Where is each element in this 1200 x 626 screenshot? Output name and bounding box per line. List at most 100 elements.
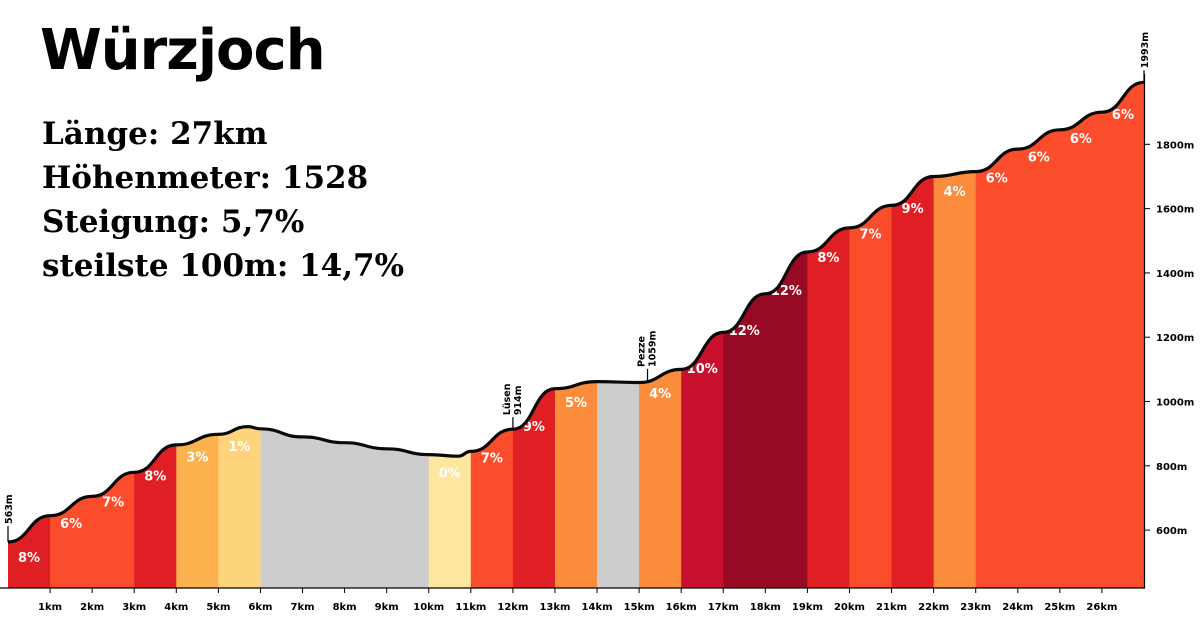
poi-name: Pezze bbox=[637, 336, 648, 367]
poi-elevation: 1059m bbox=[648, 331, 659, 367]
x-tick-label: 4km bbox=[164, 602, 188, 613]
grade-segment bbox=[344, 82, 388, 588]
page-title: Würzjoch bbox=[40, 18, 326, 83]
stat-label: Steigung bbox=[42, 204, 199, 240]
grade-segment bbox=[933, 82, 977, 588]
stat-value: 5,7% bbox=[220, 204, 305, 240]
grade-segment bbox=[428, 82, 472, 588]
grade-label: 9% bbox=[902, 202, 924, 217]
grade-label: 12% bbox=[729, 324, 760, 339]
grade-segment bbox=[1101, 82, 1144, 588]
y-tick-label: 600m bbox=[1156, 526, 1187, 537]
grade-segment bbox=[50, 82, 93, 588]
grade-segment bbox=[512, 82, 556, 588]
grade-segment bbox=[891, 82, 935, 588]
stat-steepest: steilste 100m: 14,7% bbox=[42, 248, 405, 284]
grade-segment bbox=[554, 82, 598, 588]
x-tick-label: 21km bbox=[876, 602, 907, 613]
grade-segment bbox=[765, 82, 808, 588]
grade-segment bbox=[1017, 82, 1061, 588]
grade-label: 3% bbox=[186, 451, 208, 466]
stat-elevation-gain: Höhenmeter: 1528 bbox=[42, 160, 369, 196]
stat-label: Höhenmeter bbox=[42, 160, 260, 196]
grade-label: 8% bbox=[144, 470, 166, 485]
y-tick-label: 1200m bbox=[1156, 333, 1194, 344]
x-tick-label: 26km bbox=[1086, 602, 1117, 613]
x-tick-label: 22km bbox=[918, 602, 949, 613]
x-tick-label: 3km bbox=[122, 602, 146, 613]
grade-label: 9% bbox=[523, 420, 545, 435]
x-tick-label: 11km bbox=[455, 602, 486, 613]
stat-value: 27km bbox=[170, 116, 268, 152]
grade-segment bbox=[470, 82, 514, 588]
elevation-line bbox=[7, 80, 1145, 544]
poi-elevation: 914m bbox=[513, 385, 524, 415]
stat-gradient: Steigung: 5,7% bbox=[42, 204, 305, 240]
grade-segment bbox=[386, 82, 430, 588]
y-tick-label: 1800m bbox=[1156, 140, 1194, 151]
grade-label: 10% bbox=[687, 362, 718, 377]
grade-label: 8% bbox=[18, 551, 40, 566]
x-tick-label: 10km bbox=[413, 602, 444, 613]
x-tick-label: 23km bbox=[960, 602, 991, 613]
grade-label: 4% bbox=[649, 387, 671, 402]
grade-segment bbox=[639, 82, 682, 588]
x-tick-label: 20km bbox=[834, 602, 865, 613]
y-tick-label: 1400m bbox=[1156, 269, 1194, 280]
x-tick-label: 15km bbox=[624, 602, 655, 613]
grade-segment bbox=[681, 82, 724, 588]
x-tick-label: 16km bbox=[666, 602, 697, 613]
grade-label: 6% bbox=[1028, 150, 1050, 165]
start-elevation-label: 563m bbox=[4, 494, 15, 524]
grade-label: 7% bbox=[102, 495, 124, 510]
y-tick-label: 800m bbox=[1156, 462, 1187, 473]
summit-elevation-label: 1993m bbox=[1140, 32, 1151, 68]
x-tick-label: 19km bbox=[792, 602, 823, 613]
grade-label: 6% bbox=[1112, 108, 1134, 123]
grade-segment bbox=[218, 82, 261, 588]
grade-label: 5% bbox=[565, 396, 587, 411]
grade-segment bbox=[1059, 82, 1103, 588]
stat-label: Länge bbox=[42, 116, 148, 152]
grade-segment bbox=[849, 82, 893, 588]
grade-label: 4% bbox=[944, 185, 966, 200]
grade-segment bbox=[597, 82, 640, 588]
x-tick-label: 6km bbox=[248, 602, 272, 613]
y-tick-label: 1600m bbox=[1156, 205, 1194, 216]
grade-segment bbox=[176, 82, 219, 588]
grade-label: 6% bbox=[986, 171, 1008, 186]
grade-segment bbox=[260, 82, 304, 588]
x-tick-label: 12km bbox=[497, 602, 528, 613]
x-tick-label: 5km bbox=[206, 602, 230, 613]
x-tick-label: 24km bbox=[1002, 602, 1033, 613]
x-tick-label: 25km bbox=[1044, 602, 1075, 613]
grade-segment bbox=[302, 82, 346, 588]
x-tick-label: 7km bbox=[291, 602, 315, 613]
grade-segment bbox=[134, 82, 177, 588]
grade-label: 8% bbox=[817, 251, 839, 266]
poi-name: Lüsen bbox=[502, 383, 513, 415]
x-tick-label: 8km bbox=[333, 602, 357, 613]
grade-label: 6% bbox=[60, 517, 82, 532]
x-tick-label: 1km bbox=[38, 602, 62, 613]
x-tick-label: 18km bbox=[750, 602, 781, 613]
grade-label: 0% bbox=[439, 467, 461, 482]
x-tick-label: 13km bbox=[539, 602, 570, 613]
stat-value: 14,7% bbox=[299, 248, 405, 284]
grade-label: 7% bbox=[481, 451, 503, 466]
grade-segment bbox=[807, 82, 850, 588]
grade-label: 1% bbox=[228, 440, 250, 455]
x-tick-label: 17km bbox=[708, 602, 739, 613]
stats-panel: Länge: 27km Höhenmeter: 1528 Steigung: 5… bbox=[42, 112, 404, 288]
stat-label: steilste 100m bbox=[42, 248, 277, 284]
stat-length: Länge: 27km bbox=[42, 116, 268, 152]
x-tick-label: 2km bbox=[80, 602, 104, 613]
stat-value: 1528 bbox=[281, 160, 369, 196]
x-tick-label: 14km bbox=[582, 602, 613, 613]
grade-label: 6% bbox=[1070, 132, 1092, 147]
x-tick-label: 9km bbox=[375, 602, 399, 613]
grade-segment bbox=[975, 82, 1019, 588]
y-tick-label: 1000m bbox=[1156, 398, 1194, 409]
grade-label: 7% bbox=[859, 228, 881, 243]
